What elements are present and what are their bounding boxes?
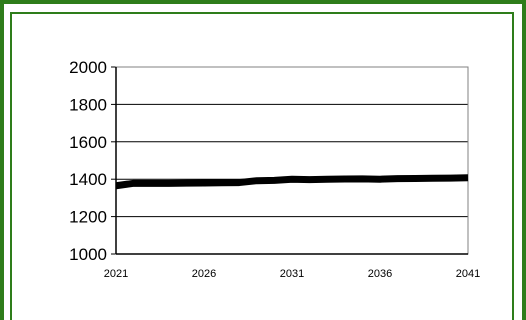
y-tick-label: 2000 [69,58,107,77]
y-tick-label: 1600 [69,133,107,152]
series-layer [115,174,469,190]
axes [115,67,468,255]
inner-frame [10,12,514,320]
x-tick-label: 2031 [280,268,304,280]
x-tick-label: 2036 [368,268,392,280]
x-tick-label: 2041 [456,268,480,280]
y-tick-label: 1200 [69,208,107,227]
plot-area-border [115,66,469,255]
y-tick-label: 1400 [69,170,107,189]
x-tick-labels: 2021 2026 2031 2036 2041 [104,268,480,280]
y-tick-label: 1800 [69,95,107,114]
series-line-0 [115,174,469,190]
y-tick-labels: 1000 1200 1400 1600 1800 2000 [69,58,107,264]
x-tick-label: 2021 [104,268,128,280]
y-tick-label: 1000 [69,245,107,264]
x-tick-label: 2026 [192,268,216,280]
gridlines [111,66,468,255]
